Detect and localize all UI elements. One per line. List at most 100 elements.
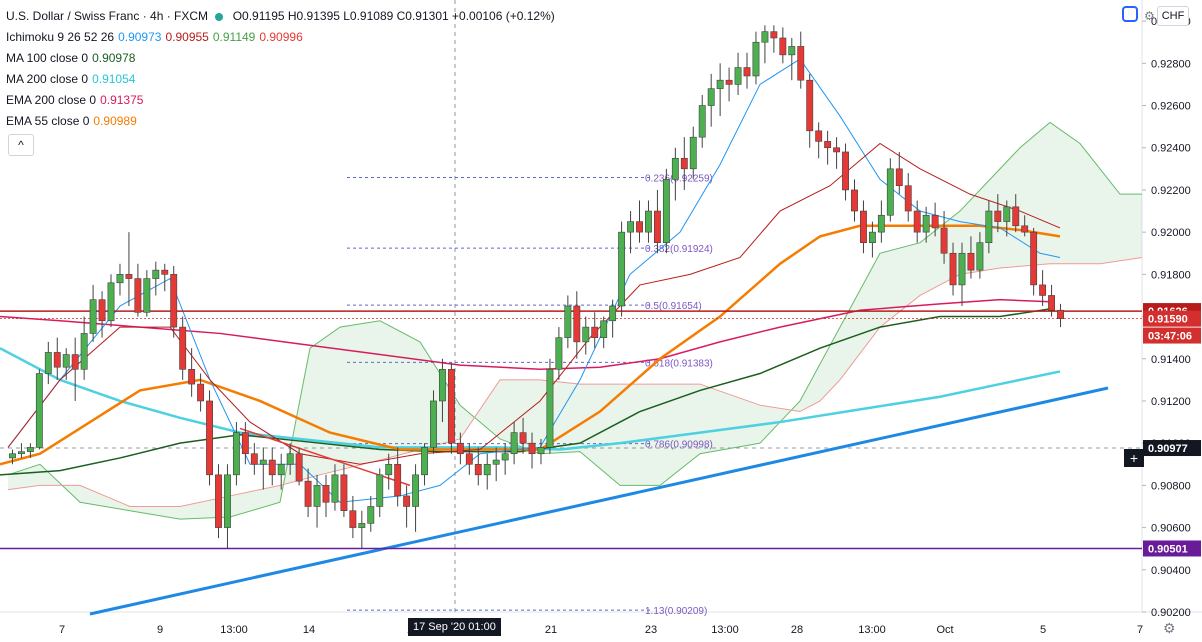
chart-settings-corner-icon[interactable]: ⚙ <box>1163 620 1176 636</box>
candle-body <box>224 474 231 528</box>
candle-body <box>851 189 858 212</box>
candle-body <box>322 485 330 503</box>
candle-body <box>501 453 509 461</box>
x-tick-label: 5 <box>1040 624 1046 636</box>
collapse-legend-button[interactable]: ^ <box>8 134 34 156</box>
y-tick-label: 0.92800 <box>1151 58 1191 70</box>
settings-icon[interactable]: ⚙ <box>1144 9 1155 23</box>
x-tick-label: 23 <box>645 624 657 636</box>
candle-body <box>232 432 240 476</box>
candle-body <box>761 31 769 43</box>
candle-body <box>62 354 70 368</box>
symbol-row: U.S. Dollar / Swiss Franc · 4h · FXCM O0… <box>6 6 555 27</box>
candle-body <box>636 221 643 233</box>
auto-scale-icon[interactable] <box>1122 6 1138 22</box>
candle-body <box>465 453 473 465</box>
y-tick-label: 0.91800 <box>1151 269 1191 281</box>
candle-body <box>662 179 670 243</box>
candle-body <box>537 447 545 455</box>
candle-body <box>206 400 213 476</box>
candle-body <box>788 46 796 56</box>
currency-button[interactable]: CHF <box>1157 6 1189 26</box>
candle-body <box>976 242 984 271</box>
ichimoku-span-b <box>7 256 1143 507</box>
candle-body <box>492 459 500 465</box>
indicator-name: MA 100 close 0 <box>6 51 89 65</box>
candle-body <box>89 299 97 334</box>
indicator-row[interactable]: MA 100 close 0 0.90978 <box>6 48 555 69</box>
candle-body <box>913 210 921 233</box>
ma-200-line <box>0 347 1061 451</box>
candle-body <box>349 510 357 528</box>
candle-body <box>940 227 948 254</box>
candle-body <box>680 157 688 170</box>
candle-body <box>510 432 518 455</box>
candle-body <box>26 447 34 452</box>
indicator-value: 0.90996 <box>259 30 303 44</box>
candle-body <box>609 305 617 322</box>
candle-body <box>833 147 841 153</box>
candle-body <box>277 463 285 476</box>
indicator-row[interactable]: EMA 200 close 0 0.91375 <box>6 90 555 111</box>
candle-body <box>824 141 832 149</box>
candle-body <box>1039 284 1047 296</box>
candle-body <box>618 231 626 307</box>
y-tick-label: 0.92400 <box>1151 143 1191 155</box>
candle-body <box>994 210 1002 222</box>
market-status-icon <box>215 12 224 21</box>
indicator-name: Ichimoku 9 26 52 26 <box>6 30 115 44</box>
candle-body <box>958 252 966 286</box>
x-tick-label: 13:00 <box>711 624 739 636</box>
candle-body <box>80 333 88 370</box>
symbol-title[interactable]: U.S. Dollar / Swiss Franc · 4h · FXCM <box>6 9 209 23</box>
x-tick-label: 14 <box>303 624 315 636</box>
candle-body <box>645 210 652 233</box>
y-tick-label: 0.90800 <box>1151 480 1191 492</box>
candle-body <box>125 274 133 279</box>
candle-body <box>439 369 446 402</box>
candle-body <box>725 79 733 85</box>
candle-body <box>779 37 787 56</box>
candle-body <box>241 432 249 455</box>
indicator-row[interactable]: EMA 55 close 0 0.90989 <box>6 111 555 132</box>
candle-body <box>573 305 581 343</box>
indicator-value: 0.90955 <box>165 30 209 44</box>
ichimoku-kijun <box>7 142 1061 465</box>
candle-body <box>313 485 321 507</box>
indicator-value: 0.91149 <box>212 30 256 44</box>
candle-body <box>1021 225 1029 233</box>
candle-body <box>152 269 160 279</box>
y-tick-label: 0.91400 <box>1151 354 1191 366</box>
indicator-row[interactable]: Ichimoku 9 26 52 26 0.90973 0.90955 0.91149… <box>6 27 555 48</box>
candle-body <box>376 474 384 507</box>
candle-body <box>877 214 885 233</box>
price-tag-bg <box>1143 327 1201 344</box>
fib-level-label: 0.618(0.91383) <box>645 358 713 369</box>
candle-body <box>385 463 393 476</box>
candle-body <box>430 400 437 448</box>
candle-body <box>985 210 993 243</box>
ohlc-values: O0.91195 H0.91395 L0.91089 C0.91301 +0.0… <box>232 9 555 23</box>
candle-body <box>116 274 124 284</box>
ema-55-line <box>0 224 1061 466</box>
price-tag-label: 03:47:06 <box>1148 331 1192 343</box>
candle-body <box>259 459 267 465</box>
candle-body <box>53 352 61 368</box>
candle-body <box>931 214 939 229</box>
candle-body <box>752 41 760 77</box>
candle-body <box>107 282 115 322</box>
indicator-row[interactable]: MA 200 close 0 0.91054 <box>6 69 555 90</box>
candle-body <box>886 168 894 216</box>
x-tick-label: Oct <box>936 624 953 636</box>
indicator-value: 0.90978 <box>92 51 136 65</box>
add-crosshair-button[interactable]: + <box>1124 449 1144 467</box>
candle-body <box>582 326 590 343</box>
candle-body <box>474 463 482 476</box>
price-tag-bg <box>1143 310 1201 327</box>
fib-retracement[interactable]: 0.236(0.92259) 0.382(0.91924) 0.5(0.91654)… <box>347 173 713 617</box>
candle-body <box>268 459 276 476</box>
candle-body <box>71 354 79 370</box>
price-tag-label: 0.90501 <box>1148 543 1188 555</box>
candle-body <box>1057 309 1064 319</box>
